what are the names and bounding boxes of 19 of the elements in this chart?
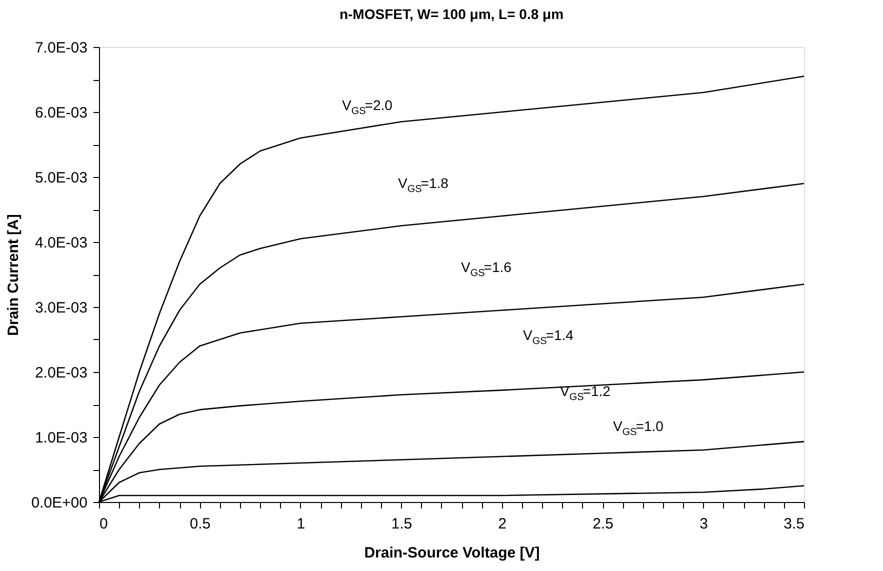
y-tick-label: 4.0E-03 xyxy=(34,234,88,252)
x-tick-label: 2 xyxy=(498,516,507,532)
y-axis-title: Drain Current [A] xyxy=(5,214,22,336)
x-tick-label: 1.5 xyxy=(391,516,412,532)
y-tick-label: 2.0E-03 xyxy=(34,364,88,382)
x-tick-label: 3.5 xyxy=(784,516,804,532)
x-axis-title: Drain-Source Voltage [V] xyxy=(364,544,540,562)
y-tick-label: 7.0E-03 xyxy=(34,40,88,56)
x-tick-label: 1 xyxy=(296,516,306,532)
y-tick-label: 5.0E-03 xyxy=(34,170,88,186)
y-tick-label: 0.0E+00 xyxy=(31,494,88,512)
x-tick-label: 0 xyxy=(100,516,108,532)
y-tick-label: 6.0E-03 xyxy=(34,104,88,122)
y-tick-label: 3.0E-03 xyxy=(34,300,88,316)
x-tick-label: 2.5 xyxy=(592,516,614,532)
x-tick-label: 0.5 xyxy=(190,516,211,532)
y-tick-label: 1.0E-03 xyxy=(34,430,88,446)
chart-title: n-MOSFET, W= 100 μm, L= 0.8 μm xyxy=(339,6,564,22)
x-tick-label: 3 xyxy=(700,516,708,532)
